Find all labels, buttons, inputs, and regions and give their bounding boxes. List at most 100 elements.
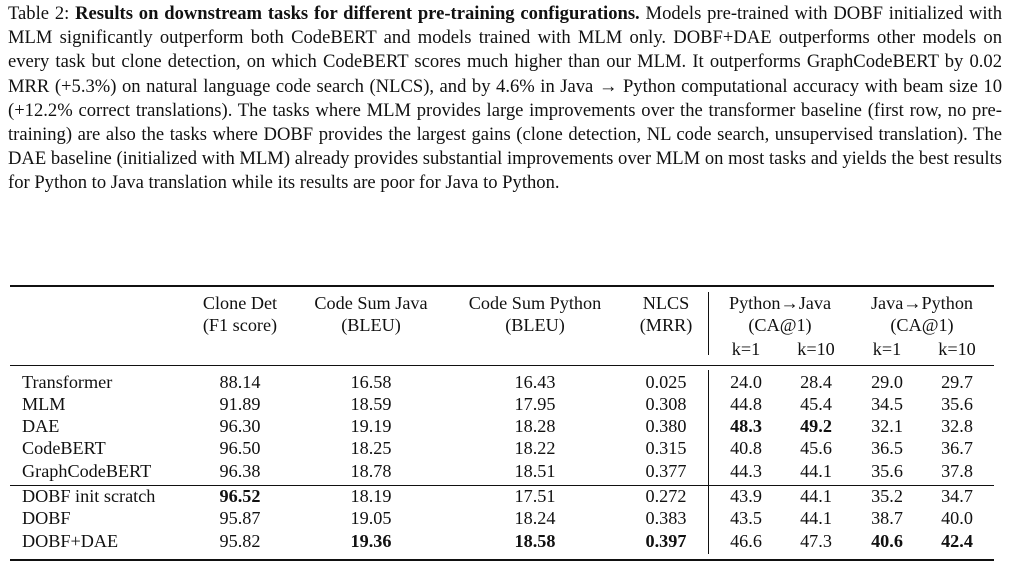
table-cell: 46.6 — [730, 531, 762, 551]
header-clone-det: Clone Det (F1 score) — [170, 292, 310, 336]
table-cell: 45.4 — [800, 394, 832, 414]
header-clone-det-metric: (F1 score) — [202, 315, 278, 335]
table-cell: 91.89 — [219, 394, 261, 414]
table-cell: 40.6 — [871, 531, 903, 551]
table-cell: 32.1 — [871, 416, 903, 436]
table-cell: 18.28 — [514, 416, 556, 436]
table-cell: 38.7 — [871, 508, 903, 528]
table-top-rule — [10, 285, 994, 287]
table-cell: 19.05 — [350, 508, 392, 528]
table-cell: 40.8 — [730, 438, 762, 458]
table-cell: 24.0 — [730, 372, 762, 392]
table-cell: 43.5 — [730, 508, 762, 528]
table-cell: 96.50 — [219, 438, 261, 458]
table-cell: 96.30 — [219, 416, 261, 436]
header-python-to-java-metric: (CA@1) — [748, 315, 812, 335]
header-code-sum-python: Code Sum Python (BLEU) — [449, 292, 621, 336]
table-cell: 37.8 — [941, 461, 973, 481]
header-code-sum-java: Code Sum Java (BLEU) — [296, 292, 446, 336]
header-nlcs-metric: (MRR) — [639, 315, 693, 335]
table-cell: 0.272 — [645, 486, 687, 506]
row-label: DAE — [22, 416, 60, 436]
table-cell: 29.7 — [941, 372, 973, 392]
table-cell: 19.19 — [350, 416, 392, 436]
header-code-sum-java-title: Code Sum Java — [314, 293, 428, 313]
table-cell: 18.25 — [350, 438, 392, 458]
table-cell: 34.5 — [871, 394, 903, 414]
row-label: DOBF init scratch — [22, 486, 156, 506]
table-cell: 29.0 — [871, 372, 903, 392]
header-code-sum-python-title: Code Sum Python — [468, 293, 602, 313]
header-k10-py2java: k=10 — [797, 339, 835, 359]
row-label: CodeBERT — [22, 438, 106, 458]
table-cell: 18.58 — [514, 531, 556, 551]
table-cell: 43.9 — [730, 486, 762, 506]
header-java-to-python-metric: (CA@1) — [890, 315, 954, 335]
table-cell: 96.52 — [219, 486, 261, 506]
table-cell: 16.58 — [350, 372, 392, 392]
header-code-sum-python-metric: (BLEU) — [505, 315, 565, 335]
table-cell: 0.380 — [645, 416, 687, 436]
table-cell: 48.3 — [730, 416, 762, 436]
table-cell: 18.78 — [350, 461, 392, 481]
table-cell: 18.22 — [514, 438, 556, 458]
table-cell: 88.14 — [219, 372, 261, 392]
header-java-to-python: Java→Python (CA@1) — [852, 292, 992, 336]
translation-separator-body — [708, 370, 709, 554]
header-k10-java2py: k=10 — [938, 339, 976, 359]
table-cell: 18.24 — [514, 508, 556, 528]
table-cell: 96.38 — [219, 461, 261, 481]
table-cell: 18.19 — [350, 486, 392, 506]
row-label: GraphCodeBERT — [22, 461, 152, 481]
table-cell: 95.82 — [219, 531, 261, 551]
table-cell: 42.4 — [941, 531, 973, 551]
row-label: Transformer — [22, 372, 113, 392]
table-cell: 0.308 — [645, 394, 687, 414]
table-group-rule — [10, 485, 994, 486]
table-cell: 44.1 — [800, 486, 832, 506]
table-caption: Table 2: Results on downstream tasks for… — [8, 2, 1002, 196]
table-cell: 49.2 — [800, 416, 832, 436]
table-cell: 0.025 — [645, 372, 687, 392]
table-cell: 44.8 — [730, 394, 762, 414]
table-header-rule — [10, 365, 994, 366]
table-cell: 17.51 — [514, 486, 556, 506]
table-cell: 19.36 — [350, 531, 392, 551]
table-cell: 44.1 — [800, 508, 832, 528]
table-cell: 47.3 — [800, 531, 832, 551]
caption-label: Table 2: — [8, 3, 70, 24]
row-label: MLM — [22, 394, 66, 414]
header-nlcs: NLCS (MRR) — [627, 292, 705, 336]
table-cell: 36.5 — [871, 438, 903, 458]
table-cell: 18.51 — [514, 461, 556, 481]
table-cell: 35.2 — [871, 486, 903, 506]
table-cell: 40.0 — [941, 508, 973, 528]
header-k1-java2py: k=1 — [872, 339, 902, 359]
table-cell: 0.377 — [645, 461, 687, 481]
header-java-to-python-title: Java→Python — [870, 293, 974, 313]
row-label: DOBF+DAE — [22, 531, 119, 551]
row-label: DOBF — [22, 508, 71, 528]
table-cell: 18.59 — [350, 394, 392, 414]
header-k1-py2java: k=1 — [731, 339, 761, 359]
header-python-to-java-title: Python→Java — [728, 293, 832, 313]
table-cell: 0.397 — [645, 531, 687, 551]
header-nlcs-title: NLCS — [642, 293, 690, 313]
translation-separator — [708, 292, 709, 355]
table-cell: 28.4 — [800, 372, 832, 392]
table-cell: 34.7 — [941, 486, 973, 506]
table-cell: 0.315 — [645, 438, 687, 458]
table-cell: 0.383 — [645, 508, 687, 528]
caption-title: Results on downstream tasks for differen… — [75, 3, 640, 24]
table-bottom-rule — [10, 559, 994, 561]
header-code-sum-java-metric: (BLEU) — [341, 315, 401, 335]
table-cell: 45.6 — [800, 438, 832, 458]
table-cell: 36.7 — [941, 438, 973, 458]
table-cell: 35.6 — [871, 461, 903, 481]
caption-body: Models pre-trained with DOBF initialized… — [8, 3, 1002, 194]
table-cell: 32.8 — [941, 416, 973, 436]
table-cell: 44.1 — [800, 461, 832, 481]
table-cell: 16.43 — [514, 372, 556, 392]
table-cell: 95.87 — [219, 508, 261, 528]
table-cell: 44.3 — [730, 461, 762, 481]
